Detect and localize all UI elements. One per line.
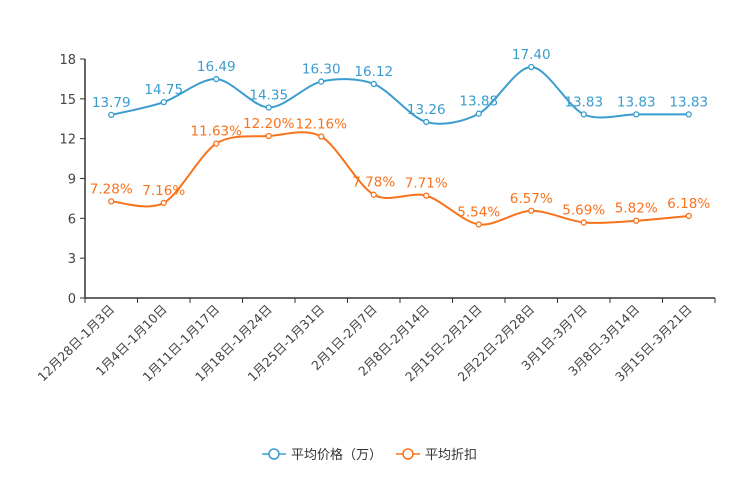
legend-marker-icon [402, 448, 414, 460]
data-label: 16.49 [197, 59, 236, 75]
data-point [108, 198, 115, 205]
data-point [318, 78, 325, 85]
data-label: 6.57% [510, 191, 553, 207]
y-tick-label: 3 [68, 252, 76, 267]
data-label: 5.54% [457, 204, 500, 220]
data-label: 13.83 [617, 94, 656, 110]
data-label: 17.40 [512, 47, 551, 63]
data-label: 6.18% [667, 196, 710, 212]
legend-label: 平均价格（万） [291, 447, 382, 463]
data-point [580, 111, 587, 118]
data-label: 14.35 [249, 87, 288, 103]
data-label: 5.69% [562, 202, 605, 218]
y-tick-label: 15 [59, 93, 76, 108]
data-label: 7.78% [352, 175, 395, 191]
data-point [213, 75, 220, 83]
data-label: 12.20% [243, 116, 295, 132]
data-point [528, 63, 535, 71]
data-point [580, 219, 587, 226]
data-point [685, 111, 692, 118]
data-point [423, 118, 430, 126]
data-label: 13.26 [407, 102, 446, 118]
data-point [265, 104, 272, 111]
data-point [160, 99, 167, 106]
legend-marker-icon [268, 448, 280, 460]
data-point [160, 199, 167, 207]
data-label: 14.75 [144, 82, 183, 98]
data-point [633, 217, 640, 224]
data-label: 13.88 [459, 94, 498, 110]
data-label: 13.79 [92, 95, 131, 111]
data-point [528, 207, 535, 214]
data-label: 7.28% [90, 181, 133, 197]
y-tick-label: 6 [68, 212, 76, 227]
legend-label: 平均折扣 [425, 448, 477, 463]
data-point [370, 191, 377, 198]
data-point [213, 140, 220, 147]
data-label: 13.83 [564, 94, 603, 110]
data-point [475, 110, 482, 117]
data-point [108, 111, 115, 119]
y-tick-label: 12 [59, 133, 76, 148]
data-point [633, 111, 640, 118]
data-point [685, 212, 692, 220]
data-label: 16.12 [354, 64, 393, 80]
data-label: 11.63% [191, 124, 243, 140]
data-label: 7.16% [142, 183, 185, 199]
data-label: 12.16% [296, 117, 348, 133]
data-point [265, 132, 272, 140]
data-label: 16.30 [302, 62, 341, 78]
y-tick-label: 18 [59, 53, 76, 68]
data-label: 5.82% [615, 201, 658, 217]
data-label: 13.83 [669, 94, 708, 110]
y-tick-label: 0 [68, 292, 76, 307]
data-point [318, 133, 325, 140]
data-point [370, 80, 377, 88]
data-point [423, 192, 430, 199]
data-point [475, 221, 482, 228]
data-label: 7.71% [405, 176, 448, 192]
y-tick-label: 9 [68, 173, 76, 188]
